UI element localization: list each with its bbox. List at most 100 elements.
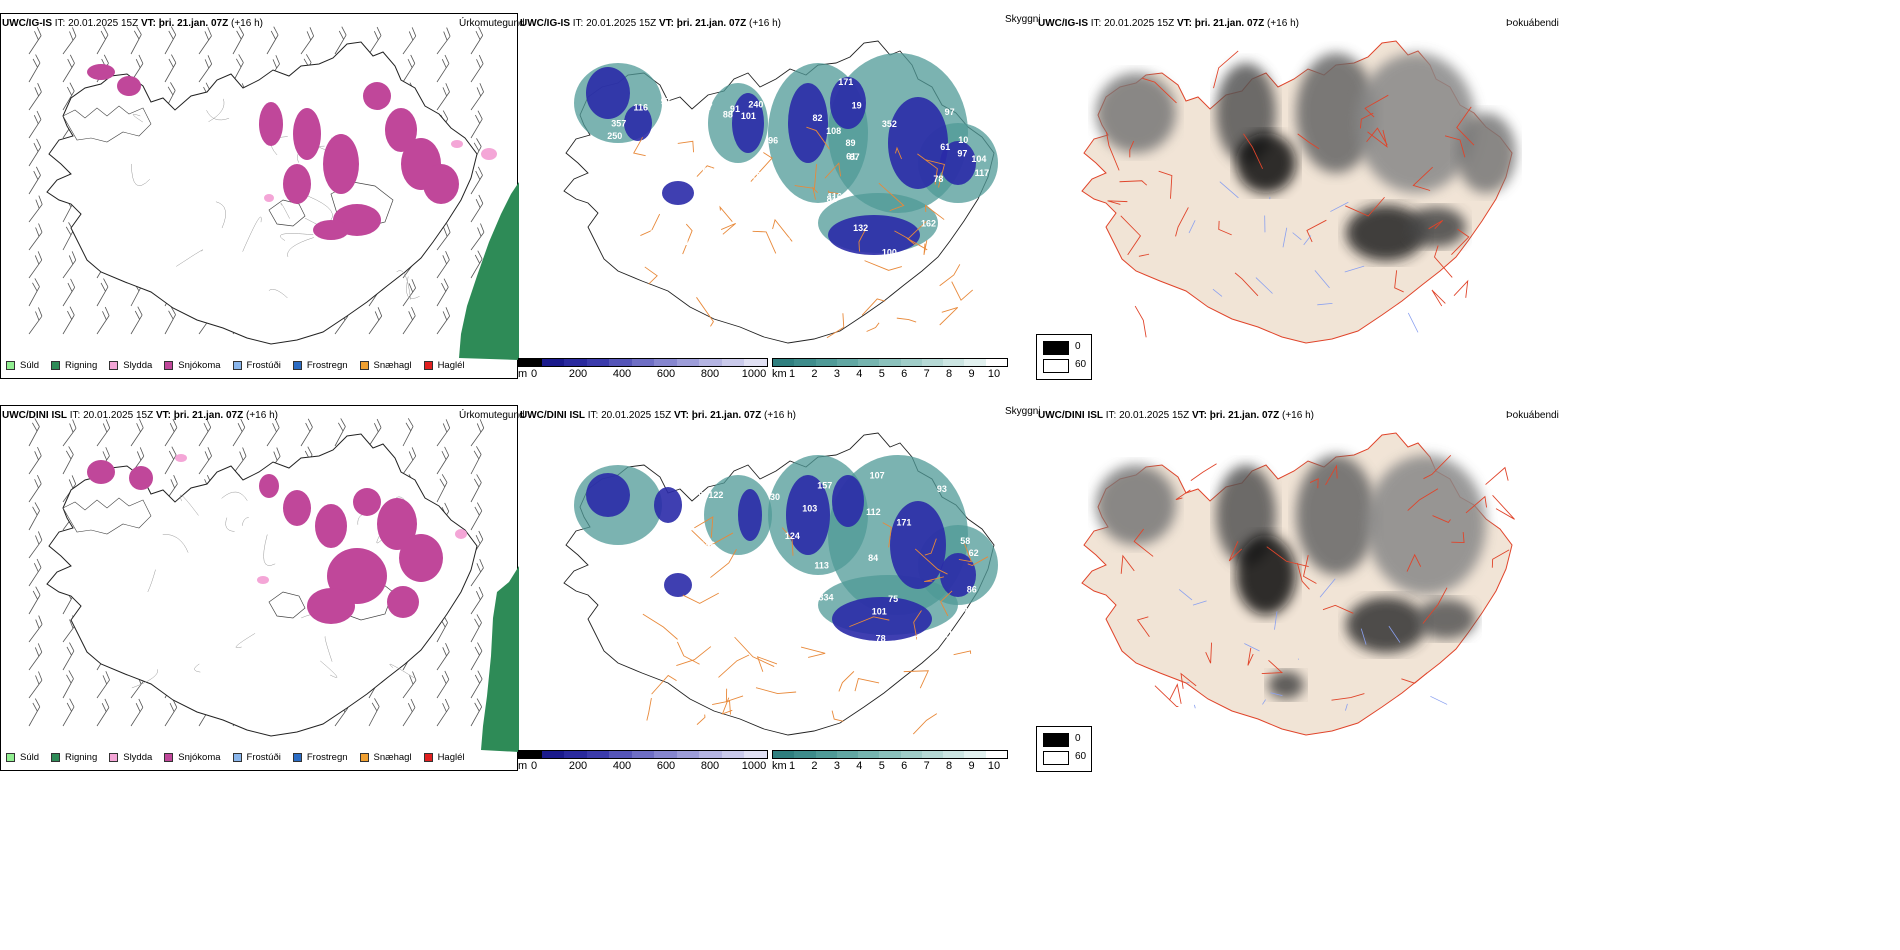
ceiling-value-label: 306 [692,561,707,571]
road [1261,659,1284,675]
ceiling-value-label: 114 [658,528,673,538]
ceiling-value-label: 192 [622,628,637,638]
road [917,153,938,185]
wind-barb [470,110,483,139]
wind-barb [28,223,43,251]
river [1192,600,1207,606]
road [642,613,678,640]
ceiling-value-label: 30 [770,492,780,502]
cloud-ceiling-area [890,501,946,589]
terrain-contour [131,163,151,186]
wind-barb [62,82,75,111]
colorbar-tick: 9 [968,368,975,380]
legend-label: Slydda [123,751,153,763]
road [1394,270,1404,293]
snow-area [87,64,115,80]
road [1136,616,1150,637]
cloud-ceiling-area [832,475,864,527]
road [677,140,694,153]
fog-index-area [1296,53,1376,173]
road [1218,220,1232,236]
fog-index-area [1356,53,1476,193]
wind-barb [96,26,109,55]
fog-index-area [1268,671,1304,699]
ceiling-value-label: 198 [786,641,801,651]
ceiling-value-label: 58 [817,580,827,590]
colorbar-tick: 800 [700,368,720,380]
colorbar-cell [609,359,632,366]
legend-label: Rigning [65,751,98,763]
ceiling-value-label: 57 [654,632,664,642]
colorbar-cell [744,751,768,758]
wind-barb [402,306,416,335]
ceiling-value-label: 281 [618,221,633,231]
road [725,688,744,703]
wind-barb [266,418,280,447]
fog-legend-swatch [1043,359,1069,373]
road [1407,488,1439,511]
cloud-ceiling-area [624,105,652,141]
road [1309,478,1319,489]
ceiling-value-label: 117 [975,168,990,178]
colorbar-unit: km [772,368,787,380]
terrain-contour [132,113,143,123]
road [858,228,867,252]
ceiling-value-label: 96 [768,135,778,145]
lead-time: (+16 h) [749,18,781,29]
road [1213,50,1239,89]
ceiling-value-label: 81 [827,194,837,204]
colorbar-unit: m [518,760,528,772]
colorbar-cell [964,751,986,758]
wind-barb [62,251,77,279]
river [1292,232,1302,241]
road [640,213,661,236]
ceiling-value-label: 61 [940,142,950,152]
colorbar-cell [921,359,944,366]
colorbar-cell [654,751,677,758]
wind-barb [470,698,483,727]
road [861,298,886,316]
wind-barb [436,446,450,475]
road [1234,272,1259,297]
snow-area [293,108,321,160]
snow-area [259,102,283,146]
wind-barb [28,698,41,727]
wind-barb [470,446,482,475]
init-label: IT: [572,18,584,29]
road [940,590,953,617]
init-time: 20.01.2025 15Z [586,18,657,29]
road [1133,528,1154,557]
init-time: 20.01.2025 15Z [83,410,154,421]
road [923,240,928,255]
road [1205,642,1212,664]
road [694,516,714,538]
ceiling-value-label: 108 [826,126,841,136]
fog-index-area [1096,465,1176,545]
colorbar-cell [699,359,722,366]
ceiling-value-label: 93 [937,484,947,494]
ceiling-value-label: 81 [661,547,671,557]
road [772,218,793,242]
road [1105,131,1120,171]
snow-area [353,488,381,516]
road [925,159,945,188]
colorbar-tick: 2 [811,368,818,380]
terrain-contour [268,289,288,299]
road [924,204,945,220]
road [906,237,928,251]
road [676,646,712,667]
road [644,266,658,285]
sleet-area [264,194,274,202]
colorbar-cell [815,751,837,758]
road [677,641,700,665]
init-label: IT: [69,410,81,421]
snow-area [315,504,347,548]
legend-swatch [423,752,433,762]
river [1430,695,1448,705]
road [1296,563,1310,590]
road [864,260,902,271]
model-name: UWC/IG-IS [1038,18,1088,29]
valid-label: VT: [658,18,674,29]
colorbar-tick: 8 [946,368,953,380]
road [1180,672,1197,689]
